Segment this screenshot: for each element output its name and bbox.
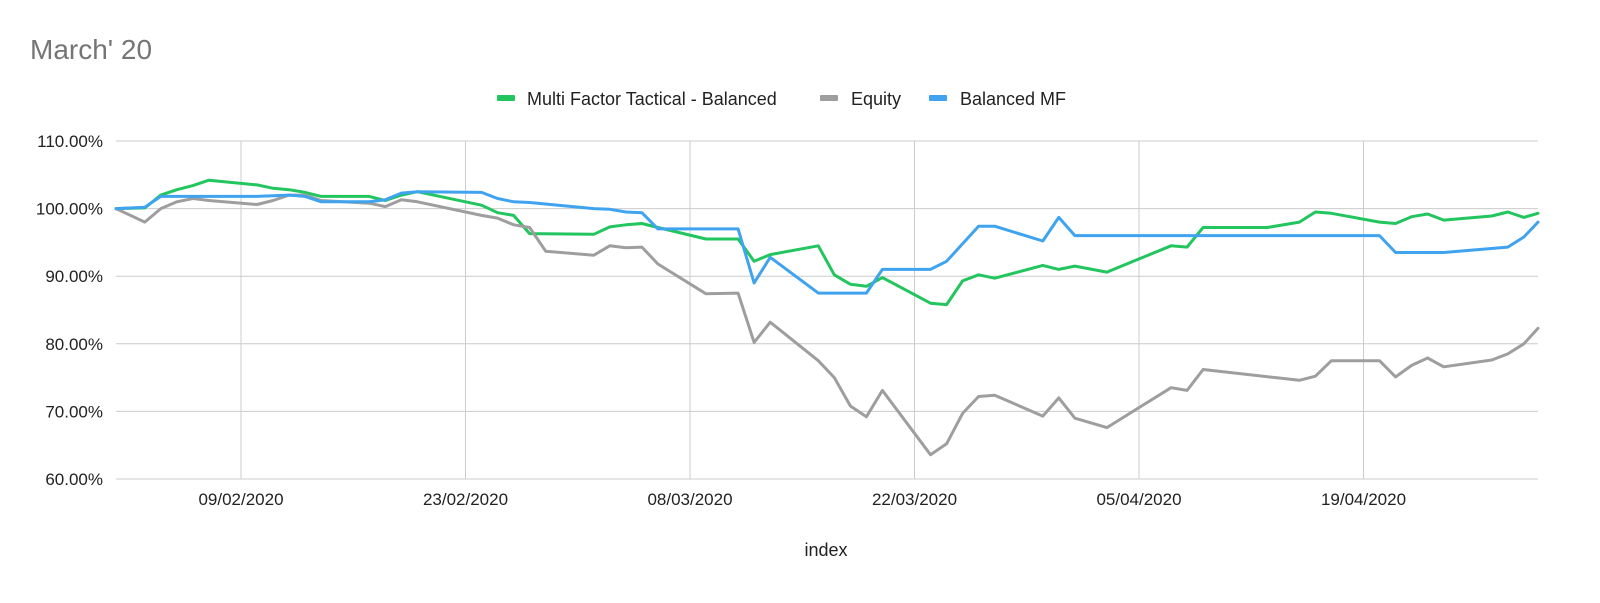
legend-label-multi-factor-tactical-balanced: Multi Factor Tactical - Balanced	[527, 89, 777, 109]
chart-title: March' 20	[30, 34, 152, 65]
series-line-multi-factor-tactical-balanced	[114, 178, 1540, 307]
x-tick-label: 22/03/2020	[872, 490, 957, 509]
y-tick-label: 60.00%	[45, 470, 103, 489]
y-axis-ticks: 60.00% 70.00% 80.00% 90.00% 100.00% 110.00%	[36, 132, 103, 489]
x-tick-label: 09/02/2020	[198, 490, 283, 509]
legend-swatch-balanced-mf	[929, 95, 947, 101]
legend-label-balanced-mf: Balanced MF	[960, 89, 1066, 109]
y-tick-label: 110.00%	[37, 132, 103, 151]
x-tick-label: 08/03/2020	[647, 490, 732, 509]
legend-swatch-multi-factor-tactical-balanced	[497, 95, 515, 101]
legend: Multi Factor Tactical - Balanced Equity Ba…	[497, 89, 1066, 109]
series-lines	[114, 178, 1540, 457]
gridlines	[116, 140, 1538, 480]
y-tick-label: 100.00%	[36, 200, 103, 219]
x-tick-label: 23/02/2020	[423, 490, 508, 509]
series-line-balanced-mf	[114, 190, 1540, 295]
x-axis-title: index	[804, 540, 847, 560]
legend-label-equity: Equity	[851, 89, 901, 109]
x-tick-label: 19/04/2020	[1321, 490, 1406, 509]
x-axis-ticks: 09/02/2020 23/02/2020 08/03/2020 22/03/2020…	[198, 490, 1406, 509]
series-line-equity	[114, 193, 1540, 457]
x-tick-label: 05/04/2020	[1096, 490, 1181, 509]
y-tick-label: 80.00%	[45, 335, 103, 354]
y-tick-label: 70.00%	[45, 402, 103, 421]
y-tick-label: 90.00%	[45, 267, 103, 286]
legend-swatch-equity	[820, 95, 838, 101]
